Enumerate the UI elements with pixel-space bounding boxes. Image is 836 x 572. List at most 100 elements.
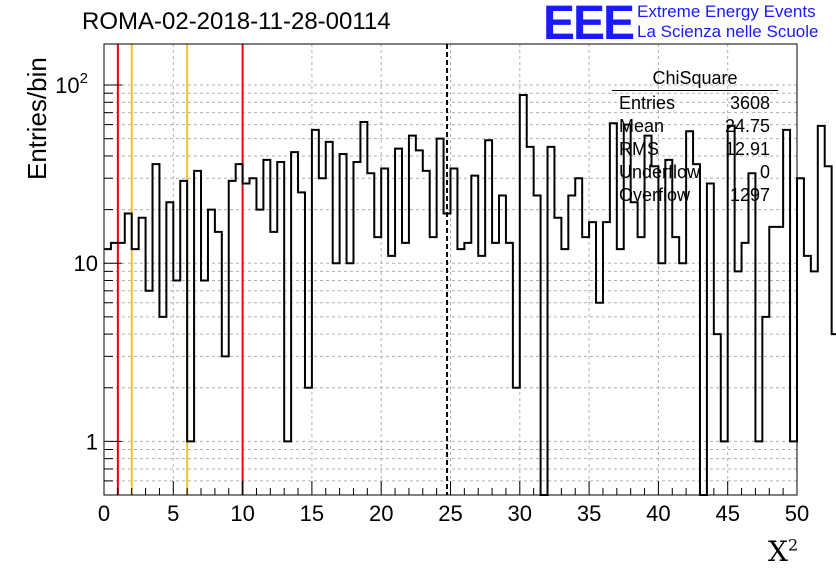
histogram-bin <box>319 178 326 495</box>
histogram-bin <box>811 271 818 495</box>
x-tick-label: 10 <box>230 501 254 526</box>
histogram-bin <box>658 263 665 495</box>
stat-value-entries: 3608 <box>729 93 770 113</box>
histogram-bin <box>665 160 672 495</box>
histogram-bin <box>582 237 589 495</box>
x-axis-label: X2 <box>768 535 798 568</box>
histogram-bin <box>797 178 804 495</box>
histogram-bin <box>693 164 700 495</box>
histogram-bin <box>153 164 160 495</box>
histogram-bin <box>353 162 360 495</box>
x-tick-label: 50 <box>785 501 809 526</box>
histogram-bin <box>610 123 617 495</box>
histogram-bin <box>347 263 354 495</box>
histogram-outline <box>104 93 836 496</box>
x-tick-label: 20 <box>369 501 393 526</box>
histogram-bin <box>769 227 776 495</box>
grid <box>104 44 797 496</box>
histogram-bin <box>499 195 506 495</box>
histogram-bin <box>132 249 139 495</box>
histogram-bin <box>679 263 686 495</box>
histogram-bin <box>714 334 721 495</box>
histogram-bin <box>277 162 284 495</box>
histogram-bin <box>818 126 825 495</box>
histogram-bin <box>146 291 153 495</box>
histogram-series <box>104 93 836 496</box>
histogram-bin <box>395 149 402 495</box>
histogram-bin <box>471 176 478 495</box>
histogram-bin <box>672 237 679 495</box>
stat-label-rms: RMS <box>619 139 659 159</box>
histogram-bin <box>340 154 347 495</box>
histogram-bin <box>568 195 575 495</box>
histogram-bin <box>423 171 430 495</box>
histogram-bin <box>430 237 437 495</box>
y-axis-label: Entries/bin <box>22 57 52 180</box>
histogram-bin <box>457 249 464 495</box>
y-tick-label: 10 <box>74 251 98 276</box>
eee-logo: EEE <box>543 0 635 50</box>
histogram-bin <box>381 169 388 495</box>
x-axis-label-sup: 2 <box>787 535 799 555</box>
histogram-bin <box>527 147 534 495</box>
x-tick-label: 5 <box>167 501 179 526</box>
histogram-bin <box>832 334 836 495</box>
histogram-bin <box>561 249 568 495</box>
histogram-bin <box>333 263 340 495</box>
histogram-bin <box>194 171 201 495</box>
histogram-bin <box>312 130 319 495</box>
stat-value-underflow: 0 <box>759 162 770 182</box>
stats-divider <box>612 90 778 91</box>
histogram-bin <box>243 184 250 495</box>
x-tick-label: 30 <box>508 501 532 526</box>
histogram-bin <box>783 130 790 495</box>
x-tick-label: 35 <box>577 501 601 526</box>
histogram-bin <box>451 169 458 495</box>
histogram-bin <box>263 160 270 495</box>
x-axis-label-base: X <box>768 535 788 568</box>
histogram-bin <box>735 271 742 495</box>
histogram-bin <box>617 249 624 495</box>
histogram-bin <box>236 164 243 495</box>
histogram-bin <box>728 126 735 495</box>
stat-value-overflow: 1297 <box>729 185 770 205</box>
histogram-bin <box>804 256 811 495</box>
stats-title: ChiSquare <box>652 68 738 88</box>
x-tick-label: 45 <box>715 501 739 526</box>
run-title: ROMA-02-2018-11-28-00114 <box>82 8 391 35</box>
logo-subtitle-2: La Scienza nelle Scuole <box>637 22 819 41</box>
histogram-bin <box>631 202 638 495</box>
histogram-bin <box>548 147 555 495</box>
histogram-bin <box>180 181 187 495</box>
histogram-bin <box>776 227 783 495</box>
histogram-bin <box>596 303 603 495</box>
stat-value-mean: 24.75 <box>724 116 770 136</box>
x-tick-label: 15 <box>300 501 324 526</box>
histogram-bin <box>575 178 582 495</box>
histogram-bin <box>222 356 229 495</box>
stat-value-rms: 12.91 <box>724 139 770 159</box>
x-tick-label: 0 <box>98 501 110 526</box>
histogram-bin <box>166 202 173 495</box>
x-tick-label: 40 <box>646 501 670 526</box>
stat-label-mean: Mean <box>619 116 665 136</box>
histogram-bin <box>159 317 166 495</box>
histogram-bin <box>520 95 527 495</box>
y-tick-label: 102 <box>55 70 88 98</box>
x-tick-label: 25 <box>438 501 462 526</box>
histogram-bin <box>250 178 257 495</box>
y-tick-label: 1 <box>86 429 98 454</box>
axes: 0 5 10 15 20 25 30 35 40 45 50 1 10 102 <box>55 43 809 526</box>
histogram-bin <box>707 184 714 495</box>
histogram-bin <box>229 181 236 495</box>
histogram-bin <box>326 142 333 495</box>
histogram-bin <box>256 210 263 495</box>
stat-label-underflow: Underflow <box>619 162 701 182</box>
histogram-bin <box>638 237 645 495</box>
histogram-bin <box>208 210 215 495</box>
logo-subtitle-1: Extreme Energy Events <box>637 2 816 21</box>
stat-label-entries: Entries <box>619 93 676 113</box>
histogram-bin <box>825 166 832 495</box>
histogram-bin <box>104 249 111 495</box>
